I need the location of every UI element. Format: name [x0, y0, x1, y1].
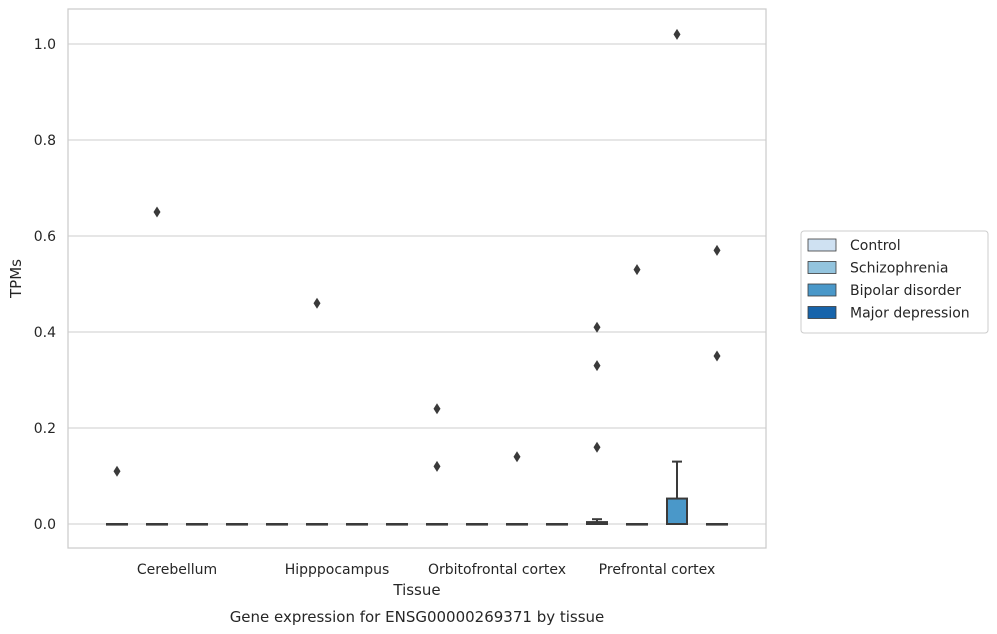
- y-axis-ticks: 0.0 0.2 0.4 0.6 0.8 1.0: [34, 37, 56, 533]
- box-plot-series: [106, 28, 728, 526]
- x-tick-label: Cerebellum: [137, 562, 217, 578]
- x-axis-ticks: Cerebellum Hipppocampus Orbitofrontal cort…: [137, 562, 715, 578]
- box-group: [146, 206, 168, 526]
- outlier-point: [513, 451, 521, 463]
- y-tick-label: 0.0: [34, 517, 56, 533]
- outlier-point: [153, 206, 161, 218]
- legend-label: Bipolar disorder: [850, 283, 961, 299]
- box-group: [706, 244, 728, 526]
- x-tick-label: Prefrontal cortex: [599, 562, 716, 578]
- outlier-point: [433, 460, 441, 472]
- box-group: [466, 523, 488, 526]
- box-rect: [666, 497, 688, 525]
- legend: Control Schizophrenia Bipolar disorder Majo…: [800, 230, 989, 334]
- box-group: [506, 451, 528, 526]
- outlier-point: [673, 28, 681, 40]
- outlier-point: [433, 403, 441, 415]
- box-group: [186, 523, 208, 526]
- outlier-point: [593, 360, 601, 372]
- chart-caption: Gene expression for ENSG00000269371 by t…: [230, 608, 605, 626]
- outlier-point: [313, 297, 321, 309]
- y-tick-label: 0.6: [34, 229, 56, 245]
- legend-frame: [800, 230, 989, 334]
- legend-swatch: [807, 306, 837, 319]
- y-axis-label: TPMs: [7, 259, 25, 299]
- outlier-point: [593, 321, 601, 333]
- outlier-point: [593, 441, 601, 453]
- box-group: [346, 523, 368, 526]
- box-group: [106, 465, 128, 526]
- box-group: [546, 523, 568, 526]
- box-group: [226, 523, 248, 526]
- box-group: [626, 264, 648, 526]
- legend-swatch: [807, 238, 837, 252]
- y-tick-label: 1.0: [34, 37, 56, 53]
- legend-label: Control: [850, 238, 901, 254]
- box-group: [586, 321, 608, 526]
- box-group: [426, 403, 448, 526]
- box-group: [266, 523, 288, 526]
- x-tick-label: Hipppocampus: [285, 562, 390, 578]
- x-tick-label: Orbitofrontal cortex: [428, 562, 566, 578]
- plot-area-frame: [67, 8, 767, 549]
- x-axis-label: Tissue: [392, 581, 440, 599]
- y-tick-label: 0.2: [34, 421, 56, 437]
- y-tick-label: 0.8: [34, 133, 56, 149]
- outlier-point: [113, 465, 121, 477]
- gridlines: [68, 43, 766, 525]
- outlier-point: [713, 350, 721, 362]
- y-tick-label: 0.4: [34, 325, 56, 341]
- outlier-point: [633, 264, 641, 276]
- box-group: [306, 297, 328, 526]
- box-group: [386, 523, 408, 526]
- legend-label: Major depression: [850, 306, 970, 322]
- outlier-point: [713, 244, 721, 256]
- box-group: [666, 28, 688, 525]
- legend-swatch: [807, 283, 837, 297]
- legend-label: Schizophrenia: [850, 261, 948, 277]
- legend-swatch: [807, 261, 837, 274]
